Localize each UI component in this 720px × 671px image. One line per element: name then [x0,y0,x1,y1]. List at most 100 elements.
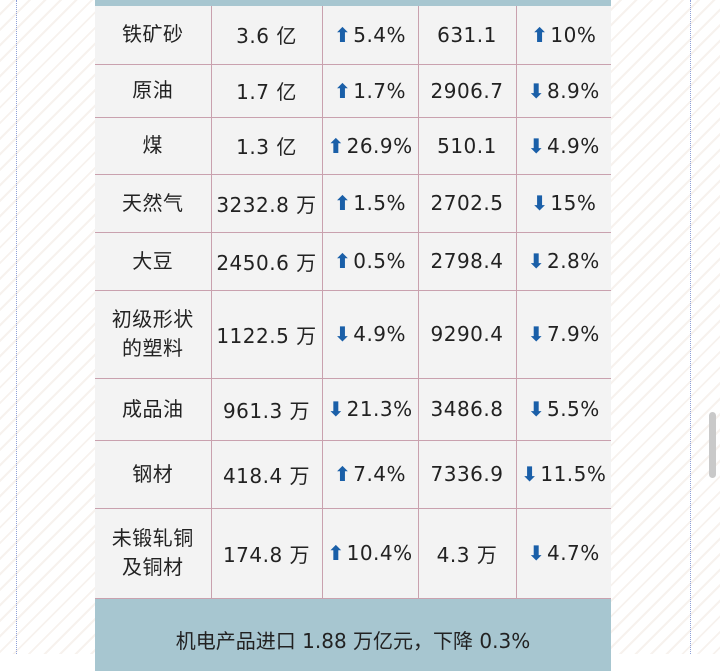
volume-change-cell: ⬆ 0.5% [322,232,419,291]
import-table: 铁矿砂 3.6 亿 ⬆ 5.4% 631.1 ⬆ 10% 原油 1.7 亿 ⬆ 1.7% 2906.7… [95,6,611,599]
table-row: 未锻轧铜 及铜材 174.8 万 ⬆ 10.4% 4.3 万 ⬇ 4.7% [95,508,611,599]
table-row: 天然气 3232.8 万 ⬆ 1.5% 2702.5 ⬇ 15% [95,174,611,233]
import-volume-cell: 2450.6 万 [211,232,323,291]
price-cell: 510.1 [418,117,517,175]
commodity-name-line: 钢材 [132,461,174,486]
commodity-name-cell: 原油 [95,64,212,118]
volume-change-value: 21.3% [346,397,413,421]
commodity-name-line: 原油 [132,78,174,102]
commodity-name-line: 铁矿砂 [122,22,184,47]
table-row: 煤 1.3 亿 ⬆ 26.9% 510.1 ⬇ 4.9% [95,117,611,175]
volume-change-cell: ⬆ 26.9% [322,117,419,175]
table-row: 大豆 2450.6 万 ⬆ 0.5% 2798.4 ⬇ 2.8% [95,232,611,291]
volume-change-value: 1.7% [353,78,407,103]
price-cell: 2906.7 [418,64,517,118]
arrow-down-icon: ⬇ [521,462,539,486]
arrow-up-icon: ⬆ [333,249,352,273]
summary-footer: 机电产品进口 1.88 万亿元，下降 0.3% [95,598,611,671]
commodity-name-line: 大豆 [132,248,174,273]
arrow-up-icon: ⬆ [327,133,345,158]
arrow-down-icon: ⬇ [527,78,545,103]
table-row: 成品油 961.3 万 ⬇ 21.3% 3486.8 ⬇ 5.5% [95,378,611,441]
price-change-cell: ⬇ 11.5% [516,440,611,509]
price-cell: 9290.4 [418,290,517,379]
import-volume-cell: 3232.8 万 [211,174,323,233]
volume-change-cell: ⬆ 1.5% [322,174,419,233]
commodity-name-line: 煤 [142,133,163,157]
price-change-value: 5.5% [546,397,600,421]
price-change-value: 4.7% [546,541,600,565]
volume-change-value: 4.9% [353,322,407,346]
table-row: 初级形状 的塑料 1122.5 万 ⬇ 4.9% 9290.4 ⬇ 7.9% [95,290,611,379]
price-cell: 4.3 万 [418,508,517,599]
import-volume-cell: 3.6 亿 [211,6,323,65]
import-volume-cell: 418.4 万 [211,440,323,509]
left-guide-line [16,0,17,654]
import-volume-cell: 1.3 亿 [211,117,323,175]
volume-change-value: 1.5% [353,191,407,215]
commodity-name-cell: 煤 [95,117,212,175]
commodity-name-cell: 钢材 [95,440,212,509]
volume-change-cell: ⬆ 5.4% [322,6,419,65]
volume-change-cell: ⬆ 1.7% [322,64,419,118]
arrow-down-icon: ⬇ [527,541,545,565]
price-cell: 3486.8 [418,378,517,441]
table-header-strip [95,0,611,6]
price-change-cell: ⬇ 5.5% [516,378,611,441]
arrow-down-icon: ⬇ [527,133,545,158]
volume-change-value: 26.9% [346,133,413,158]
price-change-cell: ⬆ 10% [516,6,611,65]
arrow-up-icon: ⬆ [333,191,352,215]
price-change-cell: ⬇ 4.7% [516,508,611,599]
arrow-up-icon: ⬆ [531,22,549,47]
arrow-down-icon: ⬇ [531,191,549,215]
commodity-name-cell: 天然气 [95,174,212,233]
price-change-value: 4.9% [546,133,600,158]
price-change-cell: ⬇ 2.8% [516,232,611,291]
commodity-name-line: 及铜材 [122,555,184,579]
table-row: 铁矿砂 3.6 亿 ⬆ 5.4% 631.1 ⬆ 10% [95,6,611,65]
volume-change-value: 10.4% [346,541,413,565]
commodity-name-cell: 初级形状 的塑料 [95,290,212,379]
right-guide-line [690,0,691,654]
price-change-value: 2.8% [546,249,600,273]
import-data-table-card: 铁矿砂 3.6 亿 ⬆ 5.4% 631.1 ⬆ 10% 原油 1.7 亿 ⬆ 1.7% 2906.7… [95,0,611,671]
commodity-name-cell: 成品油 [95,378,212,441]
commodity-name-cell: 未锻轧铜 及铜材 [95,508,212,599]
price-cell: 2798.4 [418,232,517,291]
table-row: 钢材 418.4 万 ⬆ 7.4% 7336.9 ⬇ 11.5% [95,440,611,509]
commodity-name-line: 成品油 [122,396,184,421]
commodity-name-cell: 大豆 [95,232,212,291]
arrow-up-icon: ⬆ [333,22,352,47]
volume-change-cell: ⬆ 10.4% [322,508,419,599]
price-change-cell: ⬇ 4.9% [516,117,611,175]
volume-change-value: 0.5% [353,249,407,273]
commodity-name-line: 未锻轧铜 [111,526,194,550]
commodity-name-line: 初级形状 [111,307,194,331]
price-cell: 7336.9 [418,440,517,509]
price-cell: 2702.5 [418,174,517,233]
import-volume-cell: 1.7 亿 [211,64,323,118]
volume-change-value: 7.4% [353,462,407,486]
volume-change-cell: ⬇ 21.3% [322,378,419,441]
arrow-up-icon: ⬆ [327,541,345,565]
arrow-down-icon: ⬇ [527,322,545,346]
commodity-name-cell: 铁矿砂 [95,6,212,65]
commodity-name-line: 天然气 [122,190,184,215]
scrollbar-thumb[interactable] [709,412,716,478]
arrow-down-icon: ⬇ [527,397,545,421]
price-change-cell: ⬇ 15% [516,174,611,233]
commodity-name-line: 的塑料 [122,336,184,360]
summary-text: 机电产品进口 1.88 万亿元，下降 0.3% [175,629,531,653]
volume-change-value: 5.4% [353,22,407,47]
volume-change-cell: ⬆ 7.4% [322,440,419,509]
arrow-down-icon: ⬇ [527,249,545,273]
price-change-cell: ⬇ 8.9% [516,64,611,118]
price-change-value: 10% [550,22,597,47]
price-change-cell: ⬇ 7.9% [516,290,611,379]
price-change-value: 7.9% [546,322,600,346]
table-row: 原油 1.7 亿 ⬆ 1.7% 2906.7 ⬇ 8.9% [95,64,611,118]
arrow-down-icon: ⬇ [327,397,345,421]
price-cell: 631.1 [418,6,517,65]
arrow-up-icon: ⬆ [333,462,352,486]
